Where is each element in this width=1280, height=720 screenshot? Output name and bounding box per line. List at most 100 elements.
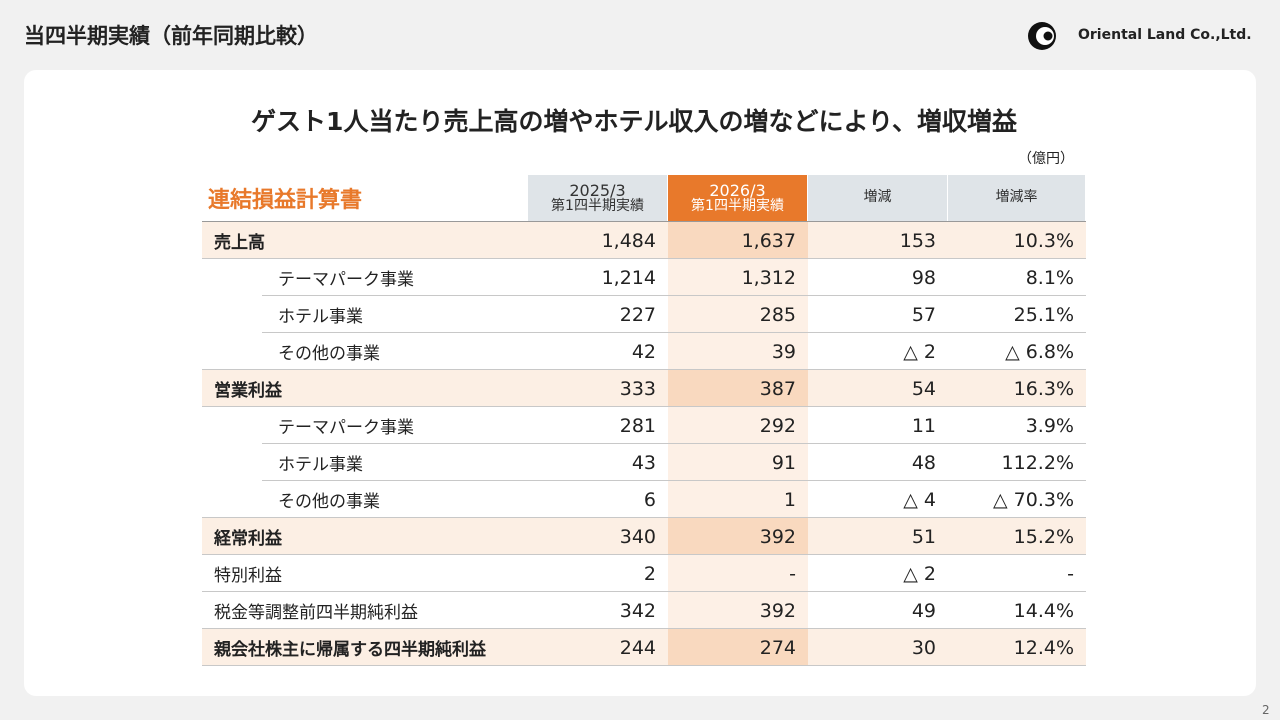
cell-value: 292	[759, 414, 796, 437]
row-rule	[262, 443, 1086, 444]
cell-value: 30	[911, 636, 936, 659]
row-label: ホテル事業	[278, 307, 363, 327]
row-rule	[202, 369, 1086, 370]
cell-value: 333	[619, 377, 656, 400]
cell-value: -	[1067, 562, 1074, 585]
highlight-bg	[668, 222, 808, 259]
page-title: 当四半期実績（前年同期比較）	[24, 24, 318, 48]
row-label: テーマパーク事業	[278, 270, 414, 290]
cell-value: 392	[759, 525, 796, 548]
column-header-line: 2025/3	[569, 180, 626, 200]
cell-value: 39	[771, 340, 796, 363]
cell-value: 49	[911, 599, 936, 622]
highlight-bg	[668, 555, 808, 592]
cell-value: 227	[619, 303, 656, 326]
row-bg	[202, 518, 1086, 555]
headline: ゲスト1人当たり売上高の増やホテル収入の増などにより、増収増益	[251, 107, 1017, 136]
cell-value: 11	[911, 414, 936, 437]
column-header-line: 増減率	[995, 189, 1038, 206]
row-rule	[202, 554, 1086, 555]
row-bg	[202, 333, 1086, 370]
row-bg	[202, 629, 1086, 666]
cell-value: 14.4%	[1013, 599, 1074, 622]
column-header-line: 2026/3	[709, 180, 766, 200]
row-label: 特別利益	[214, 566, 282, 586]
cell-value: 43	[631, 451, 656, 474]
cell-value: 8.1%	[1025, 266, 1074, 289]
cell-value: 1,214	[601, 266, 656, 289]
column-header: 増減率	[948, 175, 1085, 221]
row-label: 親会社株主に帰属する四半期純利益	[214, 640, 486, 660]
table-title: 連結損益計算書	[208, 188, 363, 213]
row-bg	[202, 444, 1086, 481]
row-label: テーマパーク事業	[278, 418, 414, 438]
highlight-bg	[668, 370, 808, 407]
highlight-bg	[668, 444, 808, 481]
cell-value: △ 70.3%	[992, 488, 1074, 511]
cell-value: 285	[759, 303, 796, 326]
row-rule	[202, 591, 1086, 592]
cell-value: 281	[619, 414, 656, 437]
logo-icon	[1028, 22, 1056, 50]
row-label: 経常利益	[214, 529, 282, 549]
cell-value: 12.4%	[1013, 636, 1074, 659]
cell-value: 16.3%	[1013, 377, 1074, 400]
row-label: 税金等調整前四半期純利益	[214, 603, 418, 623]
row-rule	[262, 480, 1086, 481]
highlight-bg	[668, 407, 808, 444]
highlight-bg	[668, 592, 808, 629]
cell-value: 392	[759, 599, 796, 622]
row-bg	[202, 592, 1086, 629]
row-bg	[202, 259, 1086, 296]
cell-value: 98	[911, 266, 936, 289]
row-label: 営業利益	[214, 381, 282, 401]
cell-value: 340	[619, 525, 656, 548]
cell-value: △ 2	[903, 340, 936, 363]
cell-value: 112.2%	[1001, 451, 1074, 474]
row-bg	[202, 555, 1086, 592]
row-label: 売上高	[214, 233, 265, 253]
row-bg	[202, 370, 1086, 407]
row-bg	[202, 481, 1086, 518]
cell-value: 51	[911, 525, 936, 548]
cell-value: 48	[911, 451, 936, 474]
cell-value: 42	[631, 340, 656, 363]
row-label: その他の事業	[278, 344, 380, 364]
cell-value: 342	[619, 599, 656, 622]
cell-value: △ 4	[903, 488, 936, 511]
row-rule	[202, 628, 1086, 629]
cell-value: 15.2%	[1013, 525, 1074, 548]
cell-value: 3.9%	[1025, 414, 1074, 437]
highlight-bg	[668, 259, 808, 296]
row-rule	[262, 295, 1086, 296]
cell-value: 57	[911, 303, 936, 326]
column-header: 2025/3 第1四半期実績	[528, 175, 667, 221]
highlight-bg	[668, 481, 808, 518]
page-number: 2	[1262, 703, 1270, 717]
cell-value: 2	[643, 562, 656, 585]
column-header: 増減	[808, 175, 947, 221]
row-label: その他の事業	[278, 492, 380, 512]
row-rule	[202, 258, 1086, 259]
row-rule	[202, 517, 1086, 518]
cell-value: 54	[911, 377, 936, 400]
row-bg	[202, 296, 1086, 333]
cell-value: 1,312	[741, 266, 796, 289]
company-name: Oriental Land Co.,Ltd.	[1078, 27, 1252, 43]
cell-value: 91	[771, 451, 796, 474]
column-header-line: 第1四半期実績	[551, 198, 644, 215]
row-rule	[262, 332, 1086, 333]
cell-value: 1,637	[741, 229, 796, 252]
cell-value: 10.3%	[1013, 229, 1074, 252]
row-rule	[202, 406, 1086, 407]
header-rule	[202, 221, 1086, 222]
row-bg	[202, 407, 1086, 444]
row-bg	[202, 222, 1086, 259]
cell-value: 274	[759, 636, 796, 659]
row-rule	[202, 665, 1086, 666]
cell-value: 25.1%	[1013, 303, 1074, 326]
column-header: 2026/3 第1四半期実績	[668, 175, 807, 221]
highlight-bg	[668, 333, 808, 370]
cell-value: 1,484	[601, 229, 656, 252]
